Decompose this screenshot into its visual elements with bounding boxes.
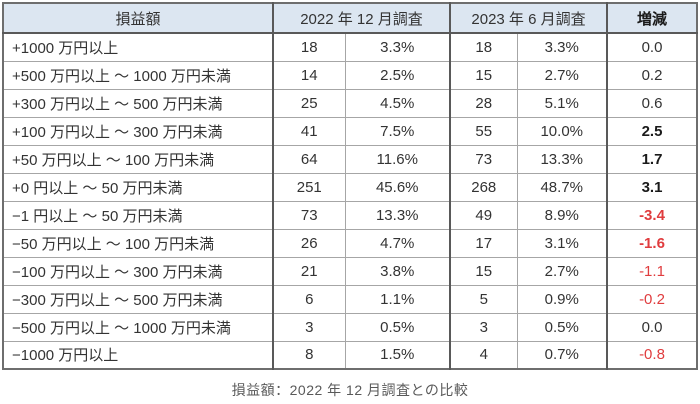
- count-2023-cell: 28: [449, 88, 517, 117]
- table-row: −50 万円以上 ～ 100 万円未満 26 4.7% 17 3.1% -1.6: [3, 228, 697, 257]
- profit-range-label: −50 万円以上 ～ 100 万円未満: [3, 228, 273, 257]
- change-cell: -1.1: [606, 256, 697, 285]
- table-row: +300 万円以上 ～ 500 万円未満 25 4.5% 28 5.1% 0.6: [3, 88, 697, 117]
- change-cell: -0.8: [606, 340, 697, 369]
- header-row: 損益額 2022 年 12 月調査 2023 年 6 月調査 増減: [2, 3, 697, 34]
- pct-2022-cell: 4.7%: [344, 228, 450, 257]
- count-2023-cell: 18: [449, 32, 517, 61]
- pct-2022-cell: 3.3%: [344, 32, 450, 61]
- table-row: +1000 万円以上 18 3.3% 18 3.3% 0.0: [3, 32, 697, 61]
- profit-range-label: −500 万円以上 ～ 1000 万円未満: [3, 312, 273, 341]
- table-row: −1000 万円以上 8 1.5% 4 0.7% -0.8: [3, 340, 697, 369]
- change-cell: -0.2: [606, 284, 697, 313]
- pct-2022-cell: 3.8%: [344, 256, 450, 285]
- table-body: +1000 万円以上 18 3.3% 18 3.3% 0.0 +500 万円以上 ～ 100…: [3, 32, 697, 369]
- count-2023-cell: 73: [449, 144, 517, 173]
- count-2022-cell: 3: [272, 312, 345, 341]
- count-2022-cell: 6: [272, 284, 345, 313]
- table-row: −100 万円以上 ～ 300 万円未満 21 3.8% 15 2.7% -1.1: [3, 256, 697, 285]
- count-2023-cell: 15: [449, 60, 517, 89]
- pct-2022-cell: 2.5%: [344, 60, 450, 89]
- change-cell: -3.4: [606, 200, 697, 229]
- table-row: +100 万円以上 ～ 300 万円未満 41 7.5% 55 10.0% 2.5: [3, 116, 697, 145]
- count-2022-cell: 14: [272, 60, 345, 89]
- count-2022-cell: 73: [272, 200, 345, 229]
- change-cell: 0.2: [606, 60, 697, 89]
- pct-2023-cell: 3.1%: [516, 228, 607, 257]
- table-caption: 損益額：2022 年 12 月調査との比較: [231, 382, 469, 398]
- header-survey-2022-12: 2022 年 12 月調査: [272, 3, 450, 34]
- pct-2022-cell: 1.5%: [344, 340, 450, 369]
- table-row: −500 万円以上 ～ 1000 万円未満 3 0.5% 3 0.5% 0.0: [3, 312, 697, 341]
- profit-loss-table: 損益額 2022 年 12 月調査 2023 年 6 月調査 増減 +1000 …: [2, 2, 698, 370]
- profit-range-label: +500 万円以上 ～ 1000 万円未満: [3, 60, 273, 89]
- pct-2023-cell: 0.9%: [516, 284, 607, 313]
- profit-range-label: +1000 万円以上: [3, 32, 273, 61]
- count-2022-cell: 64: [272, 144, 345, 173]
- count-2022-cell: 8: [272, 340, 345, 369]
- pct-2022-cell: 45.6%: [344, 172, 450, 201]
- table-row: +50 万円以上 ～ 100 万円未満 64 11.6% 73 13.3% 1.7: [3, 144, 697, 173]
- change-cell: 1.7: [606, 144, 697, 173]
- profit-range-label: −300 万円以上 ～ 500 万円未満: [3, 284, 273, 313]
- pct-2023-cell: 48.7%: [516, 172, 607, 201]
- pct-2023-cell: 0.7%: [516, 340, 607, 369]
- pct-2022-cell: 1.1%: [344, 284, 450, 313]
- header-survey-2023-06: 2023 年 6 月調査: [449, 3, 607, 34]
- pct-2023-cell: 5.1%: [516, 88, 607, 117]
- table-row: −1 円以上 ～ 50 万円未満 73 13.3% 49 8.9% -3.4: [3, 200, 697, 229]
- pct-2023-cell: 13.3%: [516, 144, 607, 173]
- profit-range-label: −1 円以上 ～ 50 万円未満: [3, 200, 273, 229]
- header-profit-range: 損益額: [2, 3, 273, 34]
- pct-2022-cell: 13.3%: [344, 200, 450, 229]
- count-2022-cell: 18: [272, 32, 345, 61]
- pct-2023-cell: 10.0%: [516, 116, 607, 145]
- profit-range-label: +50 万円以上 ～ 100 万円未満: [3, 144, 273, 173]
- pct-2023-cell: 3.3%: [516, 32, 607, 61]
- count-2023-cell: 55: [449, 116, 517, 145]
- profit-range-label: −100 万円以上 ～ 300 万円未満: [3, 256, 273, 285]
- pct-2023-cell: 8.9%: [516, 200, 607, 229]
- change-cell: -1.6: [606, 228, 697, 257]
- pct-2023-cell: 0.5%: [516, 312, 607, 341]
- profit-range-label: −1000 万円以上: [3, 340, 273, 369]
- change-cell: 0.0: [606, 32, 697, 61]
- table-row: +0 円以上 ～ 50 万円未満 251 45.6% 268 48.7% 3.1: [3, 172, 697, 201]
- profit-range-label: +100 万円以上 ～ 300 万円未満: [3, 116, 273, 145]
- count-2023-cell: 49: [449, 200, 517, 229]
- profit-range-label: +0 円以上 ～ 50 万円未満: [3, 172, 273, 201]
- change-cell: 2.5: [606, 116, 697, 145]
- count-2023-cell: 4: [449, 340, 517, 369]
- pct-2023-cell: 2.7%: [516, 256, 607, 285]
- pct-2023-cell: 2.7%: [516, 60, 607, 89]
- change-cell: 0.6: [606, 88, 697, 117]
- pct-2022-cell: 7.5%: [344, 116, 450, 145]
- change-cell: 0.0: [606, 312, 697, 341]
- count-2022-cell: 251: [272, 172, 345, 201]
- table-row: +500 万円以上 ～ 1000 万円未満 14 2.5% 15 2.7% 0.2: [3, 60, 697, 89]
- count-2022-cell: 25: [272, 88, 345, 117]
- count-2022-cell: 41: [272, 116, 345, 145]
- count-2023-cell: 17: [449, 228, 517, 257]
- count-2023-cell: 268: [449, 172, 517, 201]
- count-2023-cell: 15: [449, 256, 517, 285]
- count-2022-cell: 21: [272, 256, 345, 285]
- count-2023-cell: 5: [449, 284, 517, 313]
- profit-range-label: +300 万円以上 ～ 500 万円未満: [3, 88, 273, 117]
- table-header: 損益額 2022 年 12 月調査 2023 年 6 月調査 増減: [2, 3, 697, 34]
- table-row: −300 万円以上 ～ 500 万円未満 6 1.1% 5 0.9% -0.2: [3, 284, 697, 313]
- count-2023-cell: 3: [449, 312, 517, 341]
- header-change: 増減: [606, 3, 697, 34]
- pct-2022-cell: 4.5%: [344, 88, 450, 117]
- pct-2022-cell: 0.5%: [344, 312, 450, 341]
- change-cell: 3.1: [606, 172, 697, 201]
- count-2022-cell: 26: [272, 228, 345, 257]
- pct-2022-cell: 11.6%: [344, 144, 450, 173]
